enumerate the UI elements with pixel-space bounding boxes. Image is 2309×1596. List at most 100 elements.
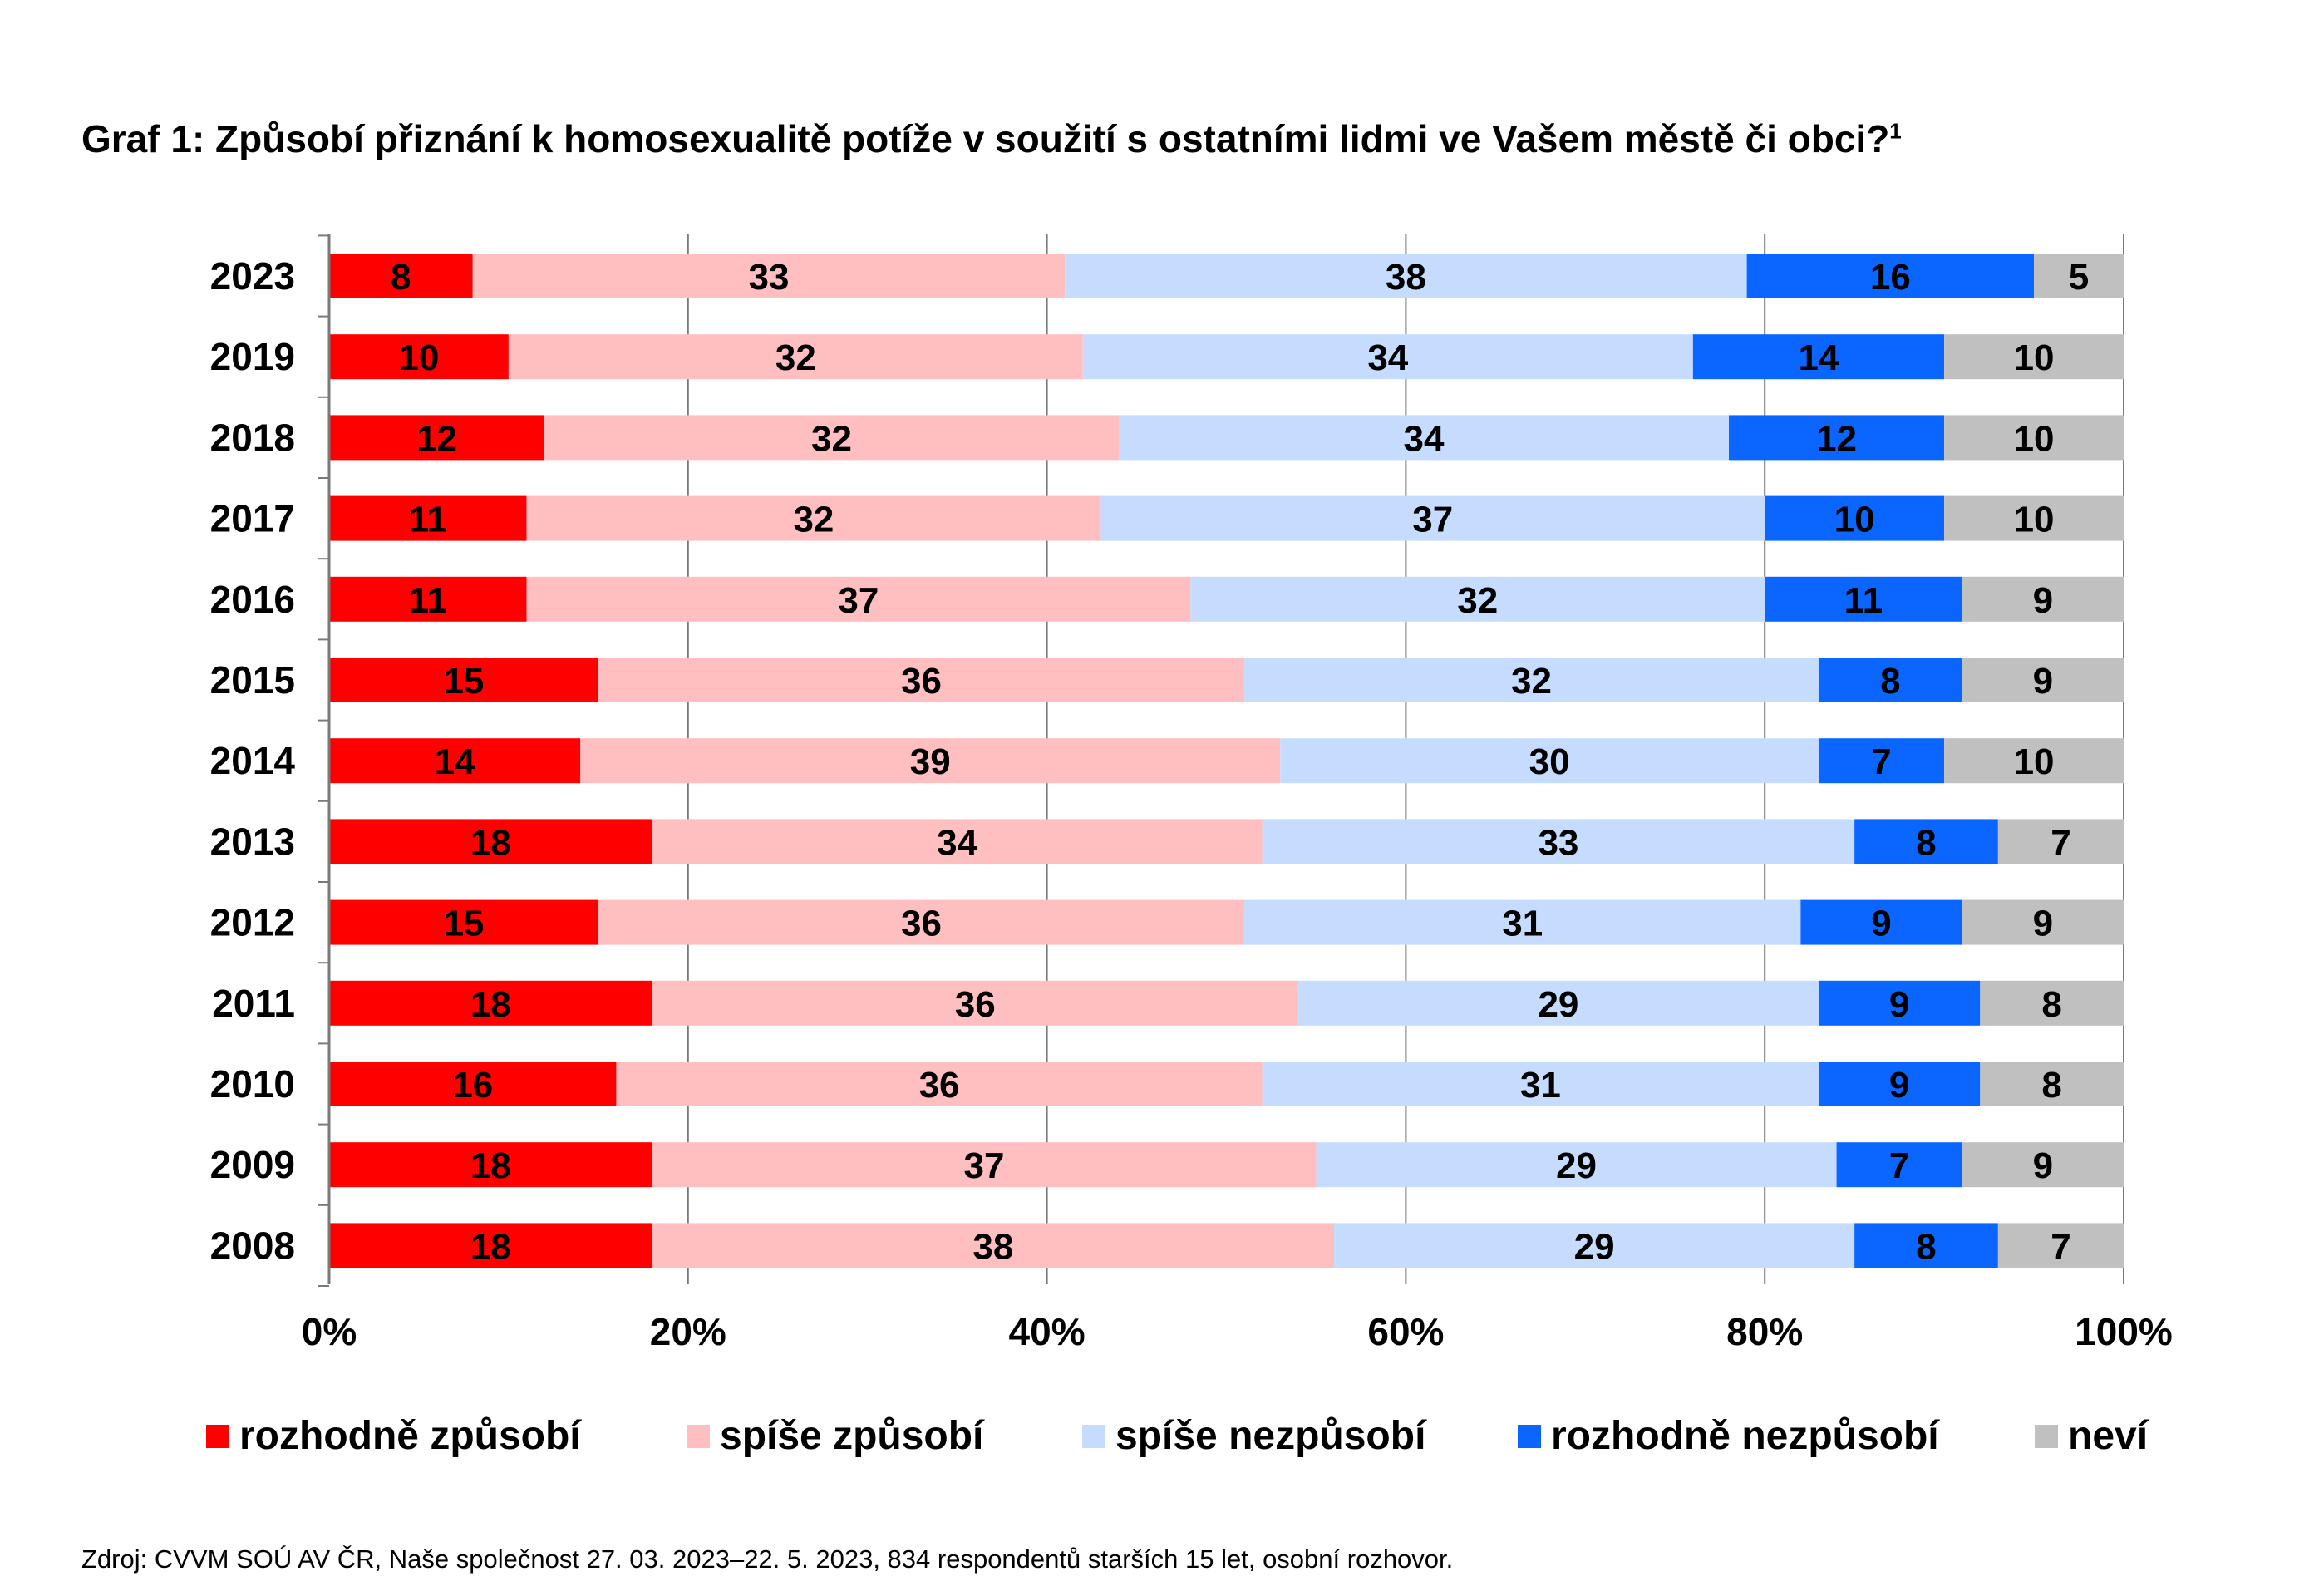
bar-segment bbox=[1836, 1142, 1962, 1188]
bar-segment bbox=[1297, 980, 1819, 1026]
bar-segment bbox=[1082, 334, 1693, 380]
data-label: 9 bbox=[2033, 1145, 2053, 1186]
data-label: 15 bbox=[443, 661, 484, 702]
data-label: 34 bbox=[1367, 337, 1408, 378]
bar-segment bbox=[1244, 899, 1801, 945]
data-label: 11 bbox=[1844, 580, 1883, 621]
bar-segment bbox=[329, 899, 598, 945]
bar-segment bbox=[1944, 738, 2124, 784]
data-label: 37 bbox=[838, 580, 879, 621]
data-label: 18 bbox=[470, 822, 511, 863]
legend-swatch bbox=[206, 1424, 229, 1448]
legend-item: spíše nezpůsobí bbox=[1082, 1413, 1425, 1459]
bar-segment bbox=[1746, 254, 2035, 298]
data-label: 11 bbox=[408, 500, 447, 540]
year-label: 2015 bbox=[210, 658, 295, 702]
bar-segment bbox=[472, 254, 1066, 298]
bar-segment bbox=[1944, 334, 2124, 380]
data-label: 15 bbox=[443, 904, 484, 944]
data-label: 5 bbox=[2069, 257, 2089, 298]
data-label: 8 bbox=[391, 257, 411, 298]
bar-segment bbox=[1334, 1223, 1855, 1268]
data-label: 11 bbox=[408, 580, 447, 621]
bar-segment bbox=[1065, 254, 1747, 298]
data-label: 10 bbox=[2014, 418, 2055, 459]
data-label: 36 bbox=[955, 984, 996, 1025]
data-label: 10 bbox=[2014, 337, 2055, 378]
bar-segment bbox=[1962, 1142, 2124, 1188]
bar-segment bbox=[1118, 415, 1730, 461]
bar-segment bbox=[1765, 495, 1945, 541]
year-label: 2012 bbox=[210, 901, 295, 944]
data-label: 34 bbox=[1404, 418, 1445, 459]
year-label: 2018 bbox=[210, 416, 295, 459]
bar-segment bbox=[598, 899, 1245, 945]
data-label: 29 bbox=[1538, 984, 1578, 1025]
bar-segment bbox=[1962, 899, 2124, 945]
bar-segment bbox=[1280, 738, 1819, 784]
data-label: 8 bbox=[2041, 1065, 2061, 1106]
data-label: 18 bbox=[470, 1145, 511, 1186]
legend-item: spíše způsobí bbox=[687, 1413, 983, 1459]
bar-segment bbox=[329, 254, 473, 298]
x-tick-label: 0% bbox=[302, 1310, 357, 1353]
data-label: 37 bbox=[964, 1145, 1005, 1186]
bar-segment bbox=[1692, 334, 1945, 380]
bar-segment bbox=[1800, 899, 1962, 945]
bar-segment bbox=[329, 576, 527, 622]
data-label: 39 bbox=[910, 741, 951, 782]
data-label: 12 bbox=[1816, 418, 1857, 459]
data-label: 9 bbox=[1889, 1065, 1909, 1106]
data-label: 18 bbox=[470, 1226, 511, 1267]
data-label: 8 bbox=[1916, 1226, 1936, 1267]
title-footnote-marker: 1 bbox=[1889, 118, 1902, 144]
data-label: 9 bbox=[2033, 661, 2053, 702]
legend: rozhodně způsobí spíše způsobí spíše nezpů… bbox=[0, 1413, 2309, 1471]
x-tick-label: 40% bbox=[1009, 1310, 1086, 1353]
x-tick-label: 60% bbox=[1367, 1310, 1444, 1353]
bar-segment bbox=[1944, 415, 2124, 461]
bar-segment bbox=[1962, 576, 2124, 622]
data-label: 8 bbox=[2041, 984, 2061, 1025]
data-label: 16 bbox=[1870, 257, 1911, 298]
data-label: 32 bbox=[1511, 661, 1552, 702]
year-label: 2011 bbox=[212, 982, 295, 1025]
data-label: 9 bbox=[1889, 984, 1909, 1025]
legend-label: rozhodně způsobí bbox=[239, 1414, 581, 1458]
data-label: 38 bbox=[972, 1226, 1013, 1267]
data-label: 18 bbox=[470, 984, 511, 1025]
legend-swatch bbox=[1082, 1424, 1105, 1448]
year-label: 2019 bbox=[210, 335, 295, 378]
data-label: 9 bbox=[1871, 904, 1891, 944]
data-label: 29 bbox=[1556, 1145, 1597, 1186]
legend-item: neví bbox=[2035, 1413, 2148, 1459]
data-label: 29 bbox=[1574, 1226, 1615, 1267]
data-label: 14 bbox=[435, 741, 475, 782]
bars bbox=[329, 254, 2124, 1268]
data-label: 36 bbox=[919, 1065, 960, 1106]
year-label: 2017 bbox=[210, 497, 295, 540]
chart-title: Graf 1: Způsobí přiznání k homosexualitě… bbox=[81, 116, 1902, 161]
data-label: 33 bbox=[1538, 822, 1578, 863]
bar-segment bbox=[329, 738, 581, 784]
data-label: 8 bbox=[1880, 661, 1900, 702]
bar-segment bbox=[1729, 415, 1945, 461]
bar-segment bbox=[329, 334, 509, 380]
bar-segment bbox=[1262, 819, 1855, 864]
data-label: 34 bbox=[937, 822, 977, 863]
bar-segment bbox=[1854, 1223, 1998, 1268]
source-note: Zdroj: CVVM SOÚ AV ČR, Naše společnost 2… bbox=[81, 1544, 1454, 1574]
bar-segment bbox=[652, 980, 1298, 1026]
bar-segment bbox=[329, 1142, 652, 1188]
data-label: 31 bbox=[1502, 904, 1543, 944]
data-label: 32 bbox=[1457, 580, 1498, 621]
data-label: 10 bbox=[2014, 741, 2055, 782]
year-label: 2009 bbox=[210, 1143, 295, 1186]
data-label: 10 bbox=[2014, 500, 2055, 540]
bar-segment bbox=[1980, 1062, 2124, 1106]
bar-segment bbox=[652, 1223, 1335, 1268]
data-label: 32 bbox=[811, 418, 852, 459]
bar-segment bbox=[329, 1223, 652, 1268]
bar-segment bbox=[329, 495, 527, 541]
data-label: 14 bbox=[1798, 337, 1839, 378]
